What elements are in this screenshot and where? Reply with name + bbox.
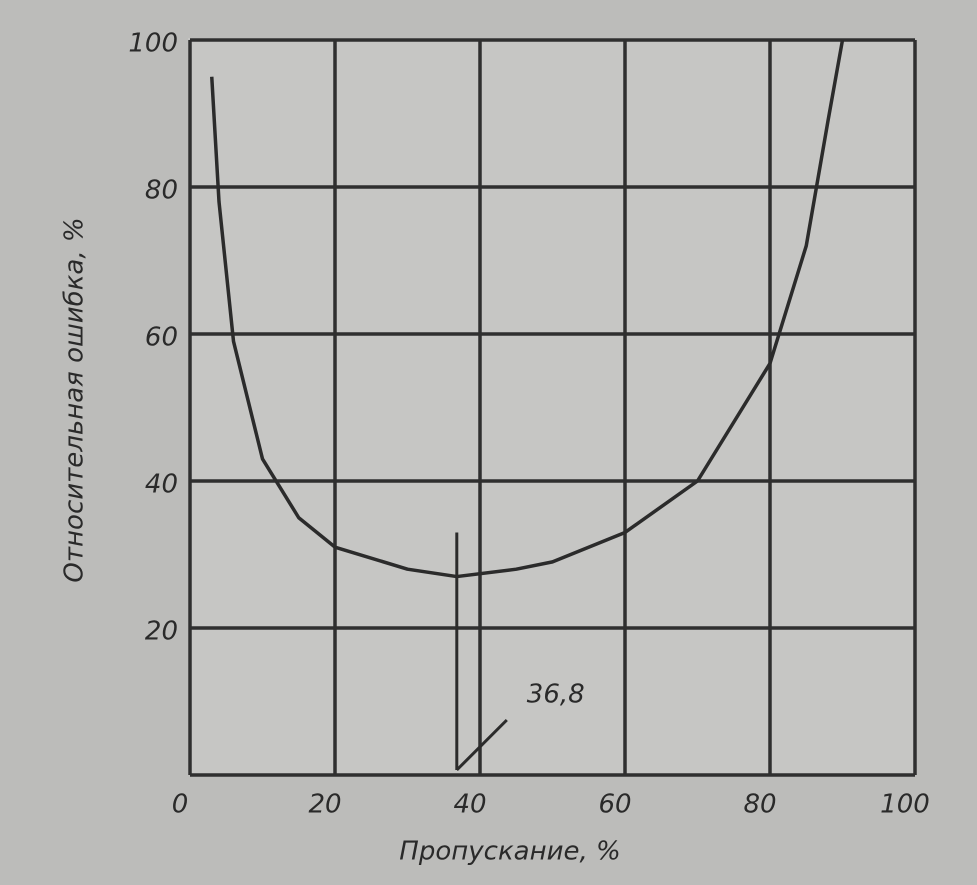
y-tick-label: 20	[145, 617, 178, 647]
x-tick-label: 20	[308, 790, 341, 820]
y-tick-label: 80	[145, 176, 178, 206]
annotation-leader	[455, 718, 508, 772]
y-tick-label: 40	[145, 470, 178, 500]
y-axis-label: Относительная ошибка, %	[60, 217, 90, 582]
annotation-label: 36,8	[527, 680, 585, 710]
y-tick-label: 100	[128, 29, 178, 59]
x-tick-label: 100	[880, 790, 930, 820]
x-tick-label: 40	[453, 790, 486, 820]
x-tick-label: 80	[743, 790, 776, 820]
x-axis-label: Пропускание, %	[399, 837, 620, 867]
curve	[210, 39, 845, 579]
plot-area	[188, 38, 915, 775]
x-tick-label: 0	[172, 790, 189, 820]
x-tick-label: 60	[598, 790, 631, 820]
y-tick-label: 60	[145, 323, 178, 353]
